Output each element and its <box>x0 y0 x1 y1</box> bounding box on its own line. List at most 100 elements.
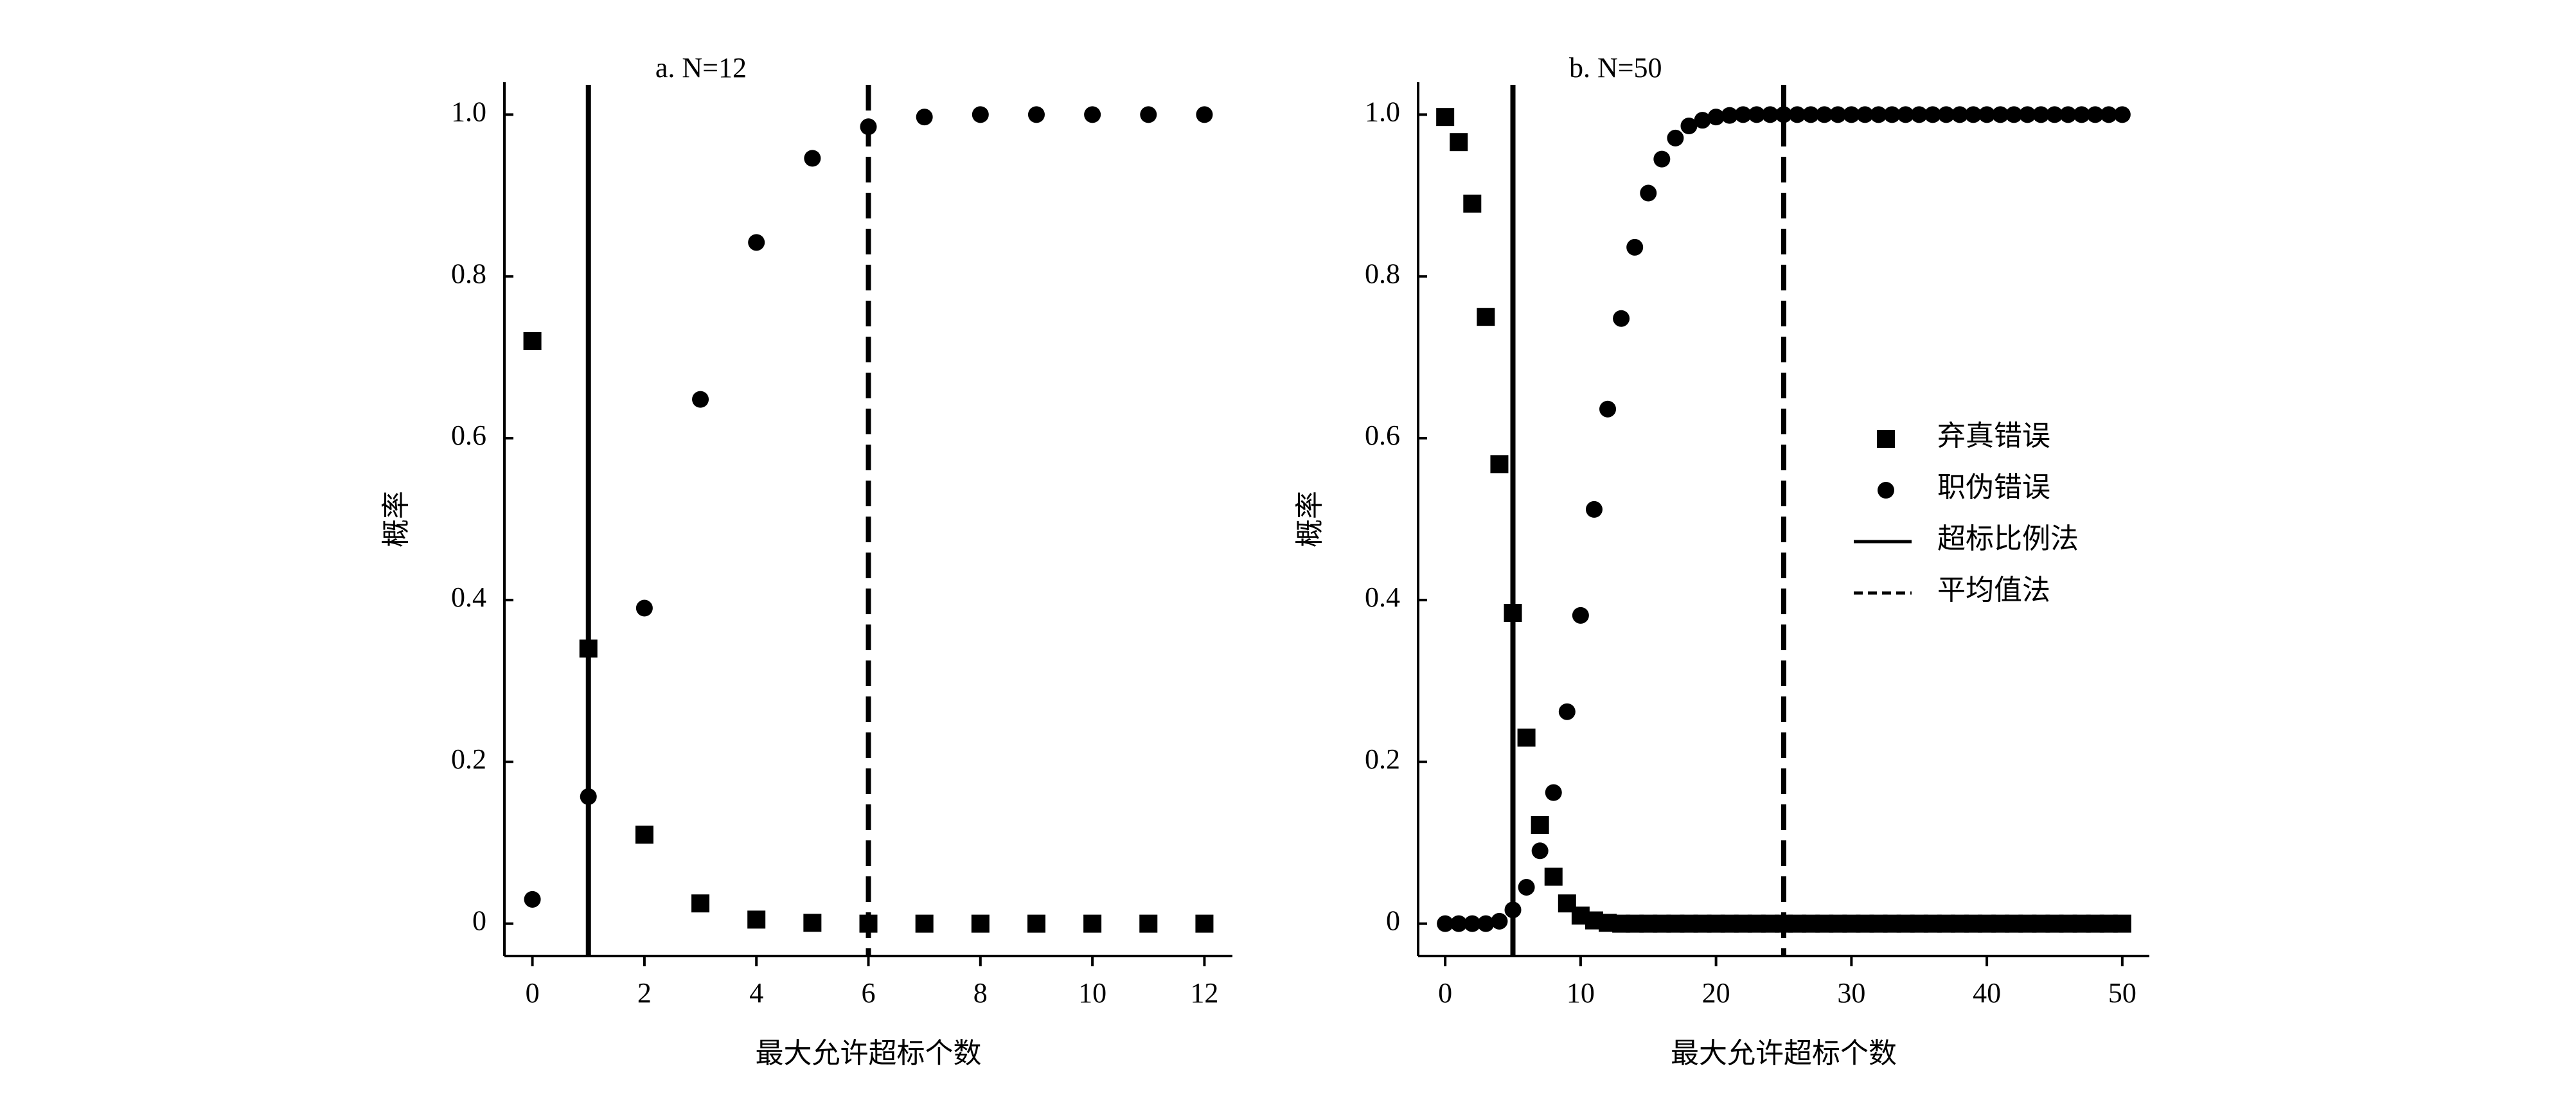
square-marker <box>803 914 822 932</box>
square-marker <box>1083 914 1102 933</box>
circle-marker <box>2046 106 2063 123</box>
y-tick-label: 0.2 <box>1365 743 1400 775</box>
circle-marker <box>1653 150 1671 168</box>
y-axis-label: 概率 <box>380 491 412 547</box>
x-tick-label: 4 <box>749 977 763 1009</box>
circle-marker <box>1883 106 1901 123</box>
chart-title: b. N=50 <box>1569 52 1662 84</box>
circle-marker <box>1870 106 1887 123</box>
circle-marker <box>2086 106 2104 123</box>
circle-marker <box>524 890 541 908</box>
circle-marker <box>1572 607 1589 624</box>
circle-marker <box>2113 106 2131 123</box>
y-tick-label: 0.6 <box>451 420 486 451</box>
square-marker <box>1544 867 1563 886</box>
legend-label: 职伪错误 <box>1937 472 2050 503</box>
circle-marker <box>1802 106 1820 123</box>
circle-marker <box>1965 106 1982 123</box>
square-marker <box>523 332 542 350</box>
legend-label: 弃真错误 <box>1937 420 2050 452</box>
square-marker <box>2113 914 2131 933</box>
circle-marker <box>1897 106 1914 123</box>
circle-marker <box>916 109 933 126</box>
legend-marker <box>1877 430 1895 448</box>
circle-marker <box>1680 118 1698 134</box>
circle-marker <box>1450 915 1468 932</box>
circle-marker <box>1761 106 1779 123</box>
circle-marker <box>1626 238 1644 256</box>
circle-marker <box>1640 184 1657 202</box>
circle-marker <box>1856 106 1874 123</box>
square-marker <box>1517 729 1536 747</box>
circle-marker <box>1707 109 1725 126</box>
circle-marker <box>1599 400 1617 418</box>
circle-marker <box>1978 106 1996 123</box>
square-marker <box>691 894 710 913</box>
y-tick-label: 0 <box>1386 905 1400 937</box>
circle-marker <box>1558 703 1576 720</box>
x-axis-label: 最大允许超标个数 <box>1671 1038 1897 1069</box>
circle-marker <box>1789 106 1806 123</box>
y-tick-label: 0.8 <box>1365 258 1400 289</box>
legend-marker <box>1878 482 1894 499</box>
circle-marker <box>1694 112 1711 129</box>
x-tick-label: 20 <box>1702 977 1730 1009</box>
circle-marker <box>1951 106 1968 123</box>
circle-marker <box>2073 106 2090 123</box>
square-marker <box>747 910 766 929</box>
circle-marker <box>1667 129 1684 146</box>
circle-marker <box>1084 106 1101 123</box>
legend-label: 平均值法 <box>1937 574 2050 606</box>
circle-marker <box>1775 106 1792 123</box>
circle-marker <box>1829 106 1847 123</box>
square-marker <box>915 914 934 933</box>
x-tick-label: 10 <box>1078 977 1106 1009</box>
circle-marker <box>1924 106 1941 123</box>
square-marker <box>859 914 878 933</box>
circle-marker <box>1518 878 1535 896</box>
circle-marker <box>748 234 765 251</box>
circle-marker <box>692 391 709 408</box>
square-marker <box>1490 455 1509 474</box>
x-tick-label: 10 <box>1567 977 1595 1009</box>
square-marker <box>1027 914 1045 933</box>
circle-marker <box>1491 912 1508 930</box>
circle-marker <box>1531 842 1549 860</box>
x-tick-label: 2 <box>637 977 652 1009</box>
circle-marker <box>635 599 653 617</box>
circle-marker <box>860 118 877 136</box>
square-marker <box>1450 133 1468 152</box>
circle-marker <box>2059 106 2077 123</box>
circle-marker <box>1437 915 1454 932</box>
circle-marker <box>1734 106 1752 123</box>
circle-marker <box>972 106 989 123</box>
chart-title: a. N=12 <box>655 52 747 84</box>
x-tick-label: 40 <box>1973 977 2001 1009</box>
y-tick-label: 1.0 <box>451 96 486 127</box>
square-marker <box>579 639 598 658</box>
circle-marker <box>1992 106 2009 123</box>
circle-marker <box>1585 500 1603 518</box>
circle-marker <box>2100 106 2117 123</box>
x-tick-label: 0 <box>526 977 540 1009</box>
x-tick-label: 30 <box>1837 977 1865 1009</box>
circle-marker <box>804 150 821 167</box>
y-tick-label: 0.4 <box>1365 581 1400 613</box>
circle-marker <box>1504 901 1522 919</box>
circle-marker <box>1477 915 1495 932</box>
circle-marker <box>1140 106 1157 123</box>
circle-marker <box>1748 106 1765 123</box>
legend-label: 超标比例法 <box>1937 523 2079 554</box>
circle-marker <box>1027 106 1045 123</box>
circle-marker <box>1937 106 1955 123</box>
x-axis-label: 最大允许超标个数 <box>756 1038 982 1069</box>
y-tick-label: 0.4 <box>451 581 486 613</box>
circle-marker <box>1910 106 1928 123</box>
circle-marker <box>1721 107 1738 124</box>
x-tick-label: 0 <box>1438 977 1452 1009</box>
circle-marker <box>1545 784 1562 801</box>
square-marker <box>1477 308 1495 326</box>
square-marker <box>971 914 990 933</box>
y-tick-label: 0 <box>472 905 486 937</box>
